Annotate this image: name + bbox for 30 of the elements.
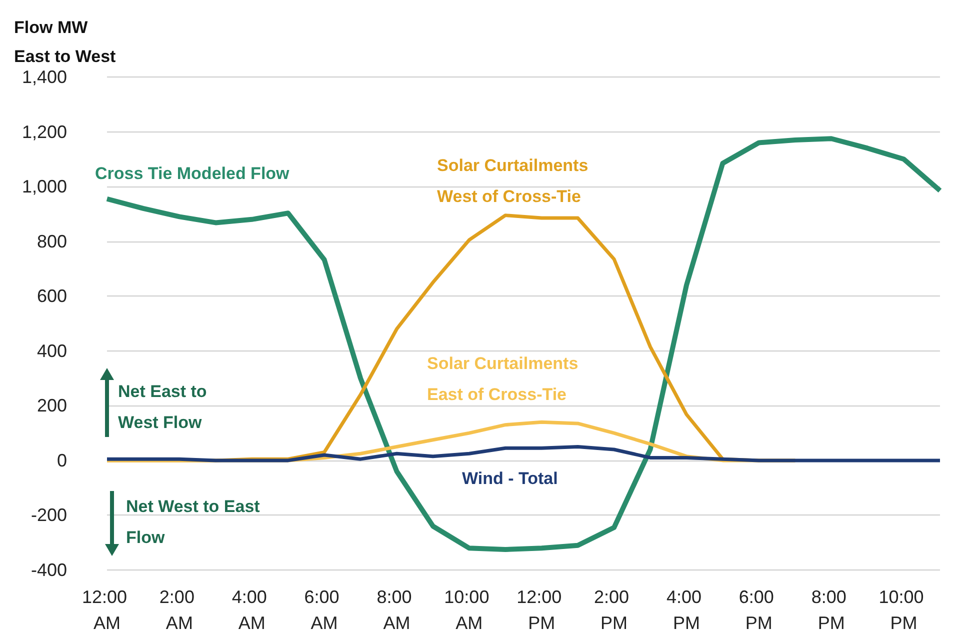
y-tick-label: -400 xyxy=(30,560,67,580)
annotation: Net West to East Flow xyxy=(126,496,261,549)
y-tick-label: -200 xyxy=(30,505,67,526)
y-tick-label: 600 xyxy=(36,286,67,306)
y-tick-label: 0 xyxy=(56,450,67,470)
y-tick-label: 400 xyxy=(36,340,67,361)
series-label: Solar Curtailments West of Cross-Tie xyxy=(437,155,590,208)
x-tick-label: 4:00 PM xyxy=(666,587,706,633)
y-tick-label: 1,200 xyxy=(22,122,67,142)
y-tick-label: 1,000 xyxy=(22,176,67,197)
y-tick-label: 1,400 xyxy=(22,67,67,87)
line-series xyxy=(105,445,942,462)
annotation: Net East to West Flow xyxy=(118,381,208,434)
y-tick-label: 800 xyxy=(36,231,67,252)
x-tick-label: 8:00 AM xyxy=(376,587,417,633)
series-label: Cross Tie Modeled Flow xyxy=(95,163,290,185)
x-tick-label: 6:00 AM xyxy=(304,587,344,633)
x-tick-label: 4:00 AM xyxy=(232,587,272,633)
x-tick-label: 2:00 PM xyxy=(594,587,634,633)
y-tick-label: 200 xyxy=(36,396,67,416)
x-tick-label: 8:00 PM xyxy=(811,587,852,633)
series-label: Solar Curtailments East of Cross-Tie xyxy=(427,353,580,406)
series-label: Wind - Total xyxy=(462,468,558,490)
x-tick-label: 10:00 AM xyxy=(444,587,494,633)
x-tick-label: 10:00 PM xyxy=(878,587,929,633)
y-axis-title: Flow MW East to West xyxy=(14,18,116,66)
x-tick-label: 6:00 PM xyxy=(738,587,779,633)
x-tick-label: 12:00 AM xyxy=(82,587,132,633)
x-tick-label: 2:00 AM xyxy=(159,587,200,633)
x-tick-label: 12:00 PM xyxy=(516,587,567,633)
